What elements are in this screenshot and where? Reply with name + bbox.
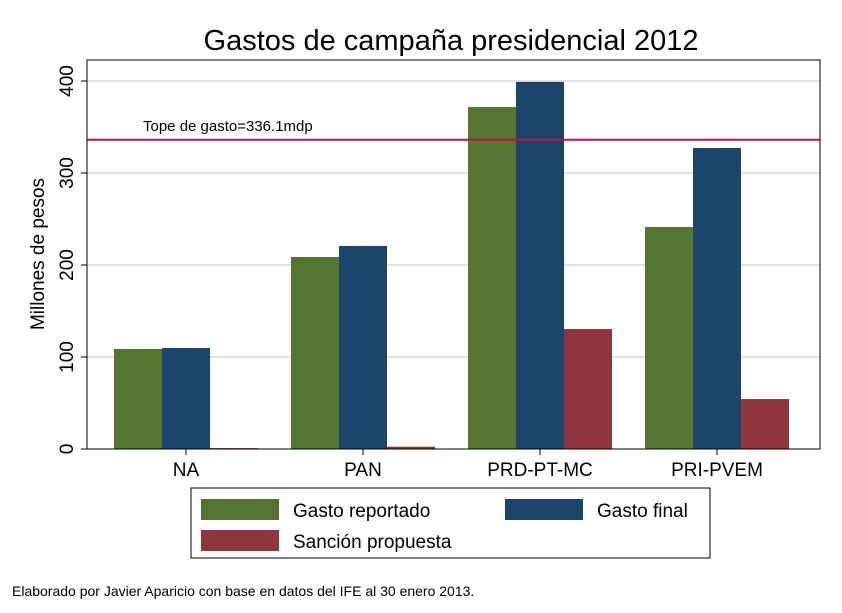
plot-frame (86, 59, 821, 450)
y-tick-label: 100 (57, 341, 78, 373)
y-axis-label: Millones de pesos (28, 178, 49, 330)
bar-sanción-propuesta (564, 329, 612, 449)
y-tick-label: 200 (57, 249, 78, 281)
bar-sanción-propuesta (741, 399, 789, 449)
bar-gasto-final (339, 245, 387, 449)
bar-sanción-propuesta (387, 446, 435, 449)
bar-gasto-final (693, 147, 741, 449)
x-tick-label: NA (173, 460, 200, 481)
spending-cap-label: Tope de gasto=336.1mdp (143, 118, 313, 135)
legend-label: Gasto reportado (293, 501, 430, 522)
x-tick-label: PAN (344, 460, 382, 481)
bar-gasto-reportado (114, 348, 162, 449)
legend-swatch (505, 499, 583, 520)
legend-label: Gasto final (597, 501, 688, 522)
bar-gasto-final (516, 81, 564, 450)
bar-gasto-reportado (645, 227, 693, 449)
bar-gasto-reportado (291, 256, 339, 449)
bar-gasto-final (162, 347, 210, 449)
x-tick-label: PRD-PT-MC (487, 460, 593, 481)
footnote: Elaborado por Javier Aparicio con base e… (12, 583, 474, 599)
x-tick-label: PRI-PVEM (671, 460, 763, 481)
y-tick-label: 300 (57, 157, 78, 189)
legend-swatch (201, 530, 279, 551)
legend-label: Sanción propuesta (293, 532, 452, 553)
chart-title: Gastos de campaña presidencial 2012 (204, 25, 699, 57)
legend-swatch (201, 499, 279, 520)
bar-gasto-reportado (468, 107, 516, 449)
y-tick-label: 0 (57, 444, 78, 455)
y-tick-label: 400 (57, 65, 78, 97)
